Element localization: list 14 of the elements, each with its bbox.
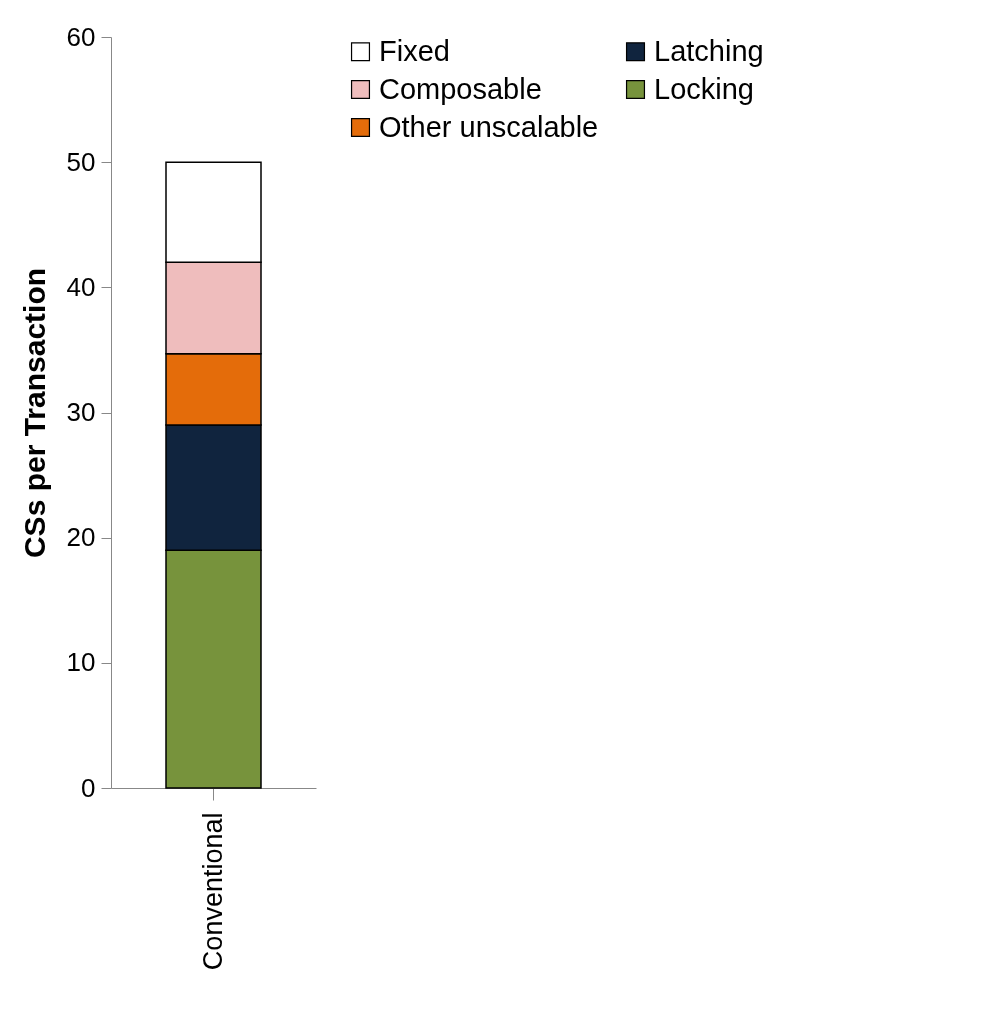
legend-label: Fixed — [379, 34, 450, 67]
y-axis-title: CSs per Transaction — [17, 267, 51, 559]
y-tick-label: 30 — [66, 397, 96, 427]
y-tick-label: 0 — [81, 772, 96, 803]
legend-label: Latching — [654, 34, 764, 67]
legend-label: Locking — [654, 72, 754, 105]
y-tick-label: 60 — [66, 21, 96, 52]
y-tick-label: 10 — [66, 647, 96, 678]
y-tick-label: 20 — [66, 522, 96, 553]
x-tick-label: Conventional — [197, 812, 228, 971]
legend-label: Composable — [379, 72, 542, 105]
legend-label: Other unscalable — [379, 110, 599, 143]
y-tick-label: 50 — [66, 146, 96, 177]
y-tick-label: 40 — [66, 271, 96, 302]
